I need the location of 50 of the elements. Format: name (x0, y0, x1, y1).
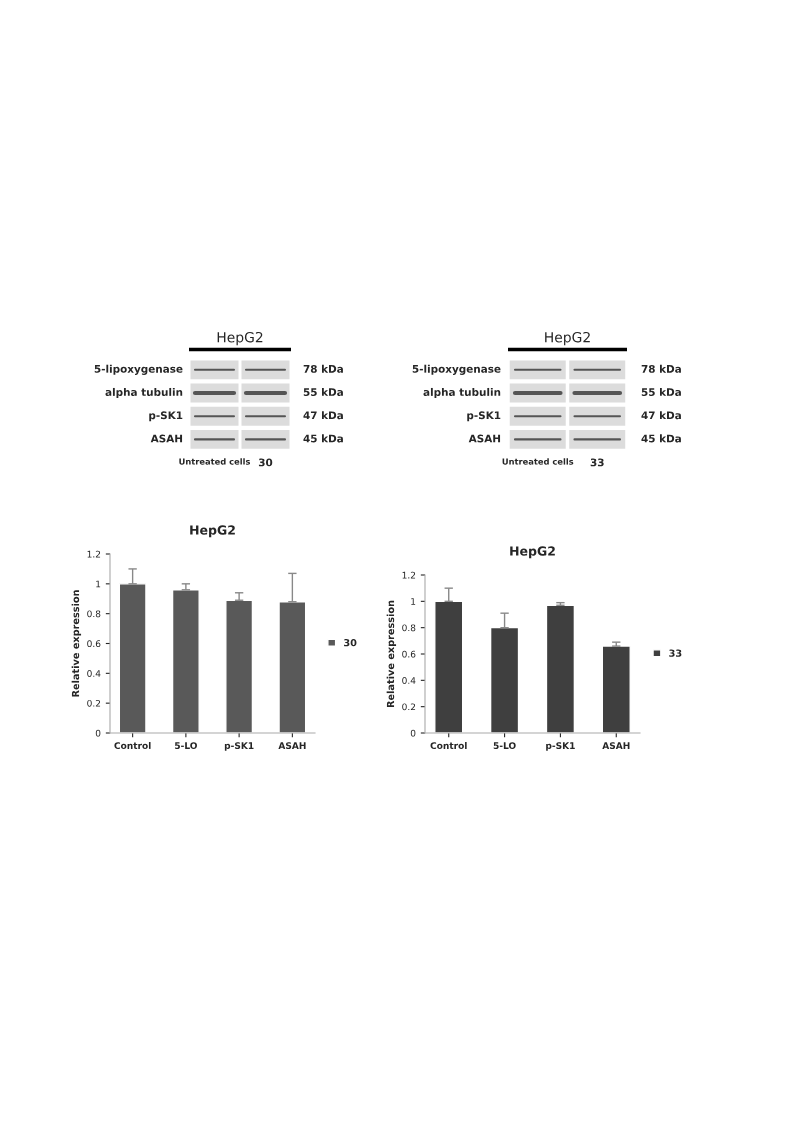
legend-label: 30 (344, 638, 357, 647)
y-tick-label: 0.2 (87, 699, 101, 707)
x-tick-label: ASAH (278, 742, 306, 750)
chart-title: HepG2 (510, 546, 555, 559)
text: 30 (258, 458, 273, 467)
text: 5-lipoxygenase (412, 364, 501, 375)
text: Untreated cells (179, 458, 251, 465)
text: Untreated cells (502, 458, 574, 465)
text: 47 kDa (641, 411, 681, 420)
text: 5-lipoxygenase (94, 364, 183, 375)
y-axis-title: Relative expression (71, 590, 82, 697)
y-tick-label: 0.4 (402, 677, 416, 684)
text: p-SK1 (149, 411, 183, 422)
x-tick-label: Control (114, 742, 151, 750)
text: 45 kDa (303, 434, 343, 443)
x-tick-label: p-SK1 (546, 742, 575, 751)
y-tick-label: 1 (96, 580, 101, 588)
y-tick-label: 0.6 (87, 640, 101, 648)
text: 55 kDa (303, 387, 343, 397)
text: ASAH (468, 434, 501, 443)
y-tick-label: 1.2 (87, 550, 101, 558)
y-tick-label: 0.6 (402, 650, 416, 658)
x-tick-label: 5-LO (493, 742, 516, 750)
text: 55 kDa (641, 387, 681, 397)
text: 78 kDa (641, 364, 681, 373)
text: 33 (590, 458, 604, 467)
x-tick-label: Control (430, 742, 467, 750)
chart-title: HepG2 (190, 525, 235, 538)
y-tick-label: 0.4 (87, 670, 101, 677)
x-tick-label: p-SK1 (224, 742, 254, 751)
legend-label: 33 (669, 649, 682, 657)
text: HepG2 (545, 331, 590, 346)
text: ASAH (150, 434, 183, 443)
y-tick-label: 0 (410, 729, 416, 737)
y-tick-label: 1 (411, 598, 416, 605)
y-tick-label: 0 (95, 729, 101, 737)
y-axis-title: Relative expression (386, 600, 397, 708)
text: 47 kDa (303, 411, 343, 420)
text: 45 kDa (641, 434, 681, 443)
text: 78 kDa (303, 364, 343, 373)
x-tick-label: ASAH (602, 742, 630, 750)
text: p-SK1 (467, 411, 501, 422)
y-tick-label: 0.8 (87, 610, 101, 618)
y-tick-label: 0.8 (402, 624, 416, 632)
text: alpha tubulin (105, 387, 183, 399)
x-tick-label: 5-LO (175, 742, 197, 750)
text: alpha tubulin (423, 387, 501, 399)
y-tick-label: 0.2 (402, 703, 416, 711)
text: HepG2 (217, 331, 263, 346)
y-tick-label: 1.2 (402, 571, 416, 579)
